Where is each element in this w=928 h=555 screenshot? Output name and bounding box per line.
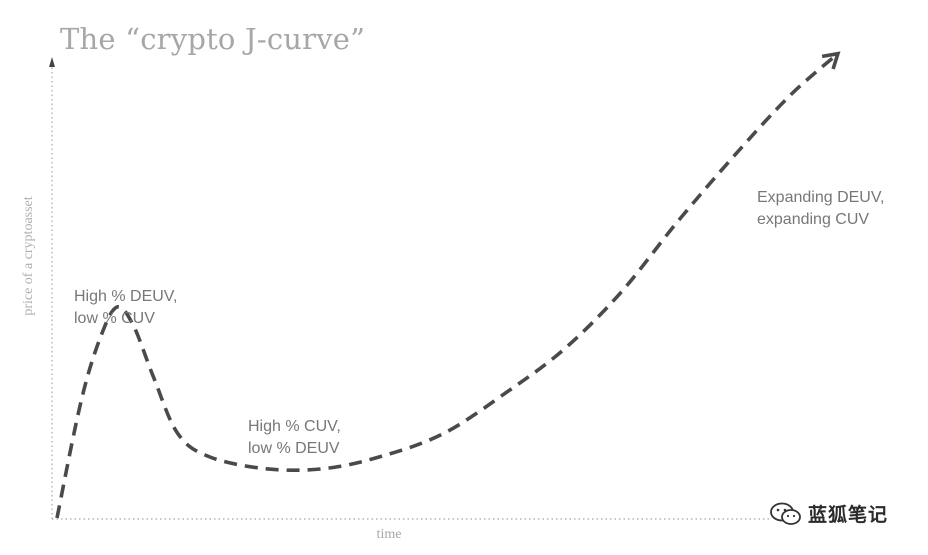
y-axis-arrowhead [49, 57, 55, 67]
annotation-line: High % CUV, [248, 418, 341, 435]
x-axis-label: time [376, 527, 402, 542]
annotation-line: low % DEUV [248, 440, 340, 457]
annotation-trough: High % CUV, low % DEUV [248, 416, 341, 460]
series-layer [55, 51, 841, 519]
annotation-line: low % CUV [74, 310, 155, 327]
annotation-expansion: Expanding DEUV, expanding CUV [757, 187, 885, 231]
chart-title: The “crypto J-curve” [60, 22, 366, 56]
watermark: 蓝狐笔记 [768, 500, 888, 527]
annotation-early-peak: High % DEUV, low % CUV [74, 286, 177, 330]
annotation-line: High % DEUV, [74, 288, 178, 305]
annotation-line: Expanding DEUV, [757, 189, 885, 206]
annotation-line: expanding CUV [757, 211, 870, 228]
wechat-icon [770, 502, 801, 525]
series-arrowhead-0 [821, 51, 841, 70]
watermark-text: 蓝狐笔记 [808, 504, 889, 526]
series-line-0 [55, 52, 840, 519]
